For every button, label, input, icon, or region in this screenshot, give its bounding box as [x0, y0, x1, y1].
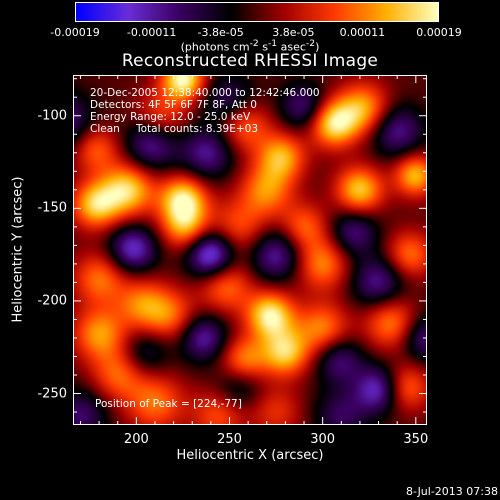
plot-axes	[73, 75, 427, 425]
chart-title: Reconstructed RHESSI Image	[121, 51, 379, 71]
colorbar-tick-label: 0.00011	[339, 26, 386, 39]
colorbar	[75, 2, 439, 22]
x-axis-tick-label: 350	[403, 432, 429, 447]
colorbar-tick-label: -0.00011	[126, 26, 177, 39]
x-axis-tick-label: 300	[310, 432, 336, 447]
y-axis-tick-label: -150	[37, 200, 67, 216]
x-axis-tick-label: 250	[217, 432, 242, 447]
x-axis-tick-label: 200	[123, 432, 149, 447]
colorbar-units: (photons cm-2 s-1 asec-2)	[180, 38, 320, 54]
plot-border	[73, 75, 427, 425]
y-axis-tick-label: -250	[37, 386, 67, 402]
annotation-time-range: 20-Dec-2005 12:38:40.000 to 12:42:46.000	[90, 87, 320, 99]
annotation-total-counts: Total counts: 8.39E+03	[136, 123, 259, 135]
colorbar-tick-label: -0.00019	[50, 26, 100, 39]
timestamp: 8-Jul-2013 07:38	[405, 485, 498, 498]
colorbar-tick-label: 0.00019	[416, 26, 462, 39]
y-axis-tick-label: -200	[37, 293, 67, 309]
annotation-detectors: Detectors: 4F 5F 6F 7F 8F, Att 0	[90, 99, 257, 111]
annotation-peak-position: Position of Peak = [224,-77]	[95, 398, 242, 410]
y-axis-label: Heliocentric Y (arcsec)	[10, 176, 26, 323]
annotation-energy-range: Energy Range: 12.0 - 25.0 keV	[90, 111, 251, 123]
heatmap-image	[73, 75, 427, 425]
x-axis-label: Heliocentric X (arcsec)	[176, 448, 324, 463]
y-axis-tick-label: -100	[37, 108, 67, 124]
annotation-clean: Clean	[90, 123, 120, 135]
colorbar-tick-label: -3.8e-05	[197, 26, 244, 39]
colorbar-tick-label: 3.8e-05	[272, 26, 315, 39]
plot-area: 20-Dec-2005 12:38:40.000 to 12:42:46.000…	[73, 75, 427, 425]
